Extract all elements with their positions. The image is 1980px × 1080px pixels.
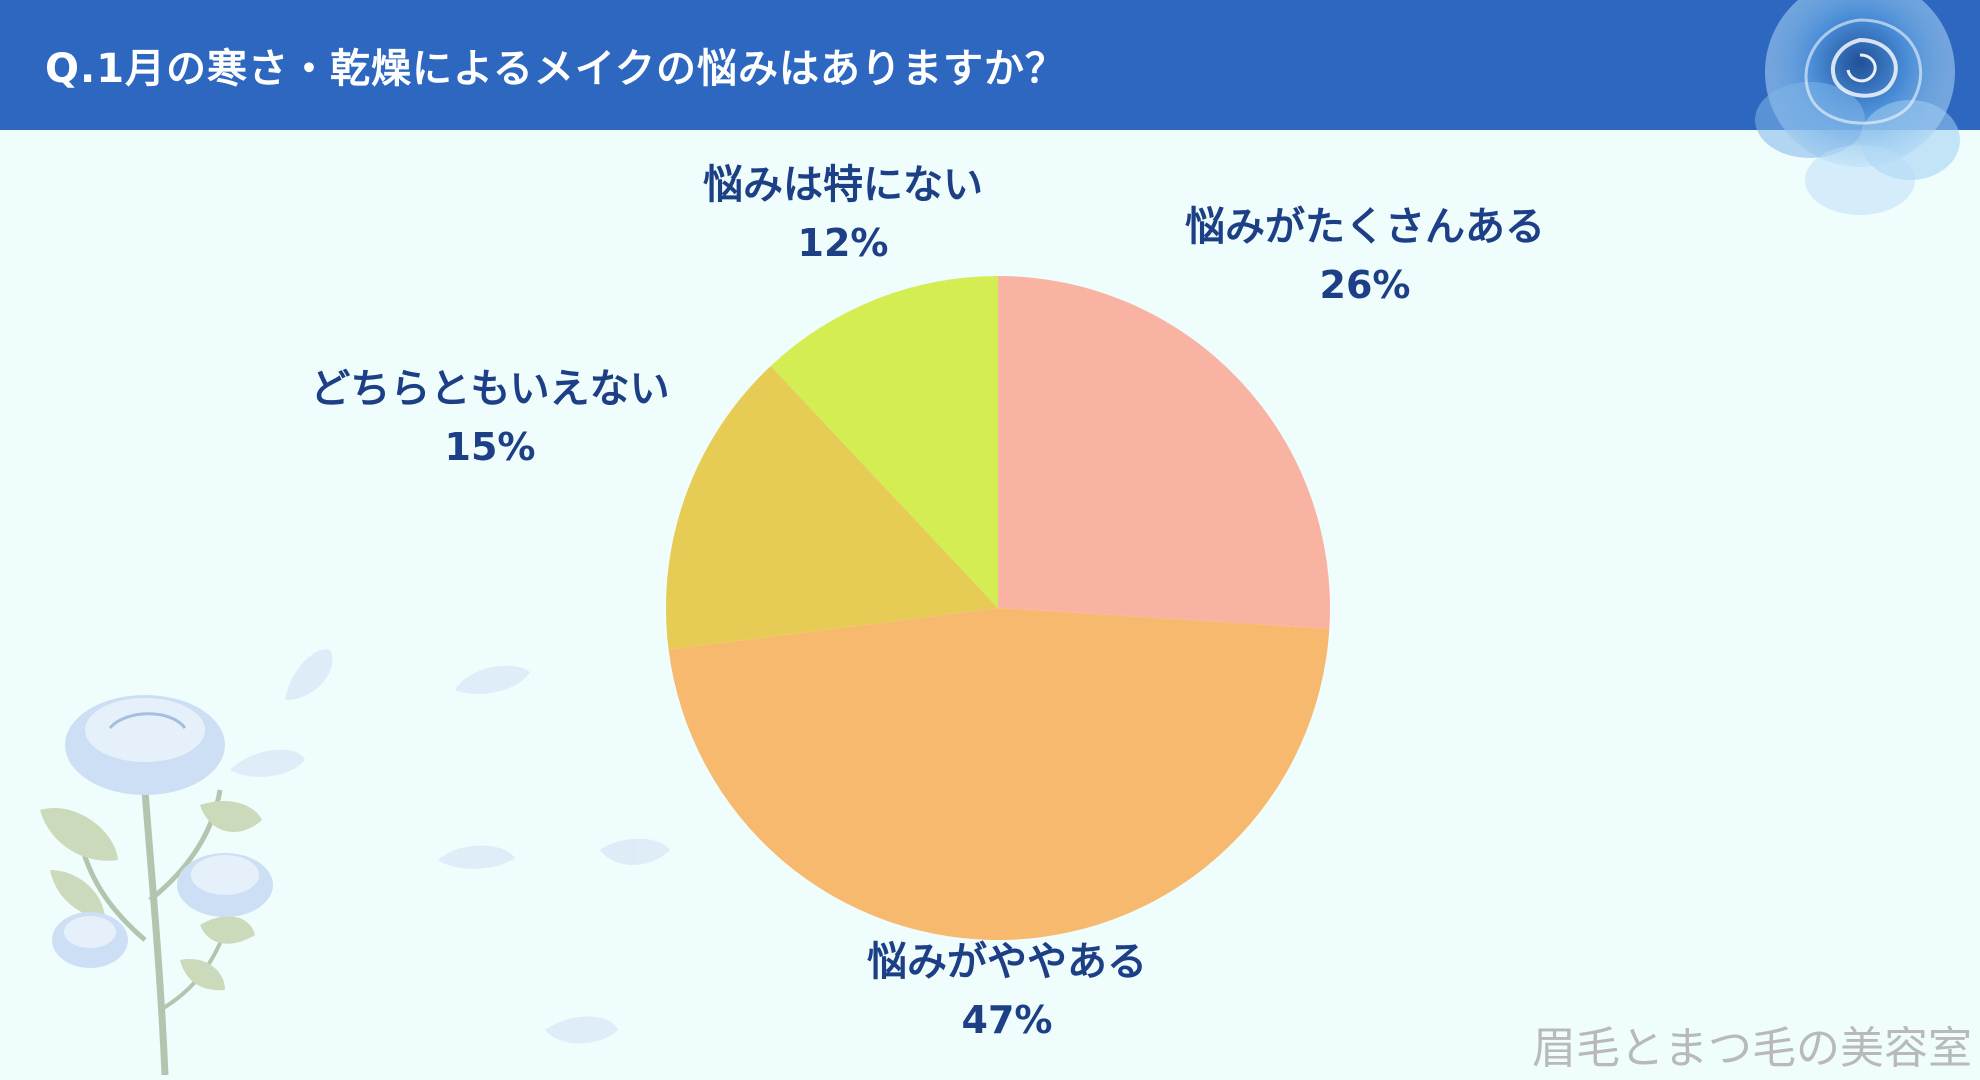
blue-rose-watercolor-icon: [1755, 0, 1960, 215]
pie-slice: [998, 276, 1330, 629]
pie-slice: [668, 608, 1330, 940]
slice-label: どちらともいえない: [310, 366, 669, 412]
falling-petals-icon: [230, 649, 670, 1044]
header-bar: Q.1月の寒さ・乾燥によるメイクの悩みはありますか？: [0, 0, 1980, 130]
pie-slices: [666, 276, 1330, 940]
slice-value-label: 47%: [962, 998, 1053, 1042]
slice-value-label: 15%: [445, 425, 536, 469]
pie-slice: [770, 276, 998, 608]
slice-label: 悩みは特にない: [703, 162, 983, 208]
slice-label: 悩みがたくさんある: [1185, 204, 1545, 250]
blue-rose-bouquet-icon: [40, 649, 670, 1076]
pie-labels: 悩みがたくさんある 26% 悩みがややある 47% どちらともいえない 15% 悩みは特にな…: [310, 162, 1545, 1042]
slice-value-label: 12%: [798, 221, 889, 265]
chart-title: Q.1月の寒さ・乾燥によるメイクの悩みはありますか？: [45, 46, 1067, 92]
slice-label: 悩みがややある: [867, 939, 1147, 985]
watermark-text: 眉毛とまつ毛の美容室: [1532, 1023, 1972, 1074]
slice-value-label: 26%: [1320, 263, 1411, 307]
pie-slice: [666, 365, 998, 650]
